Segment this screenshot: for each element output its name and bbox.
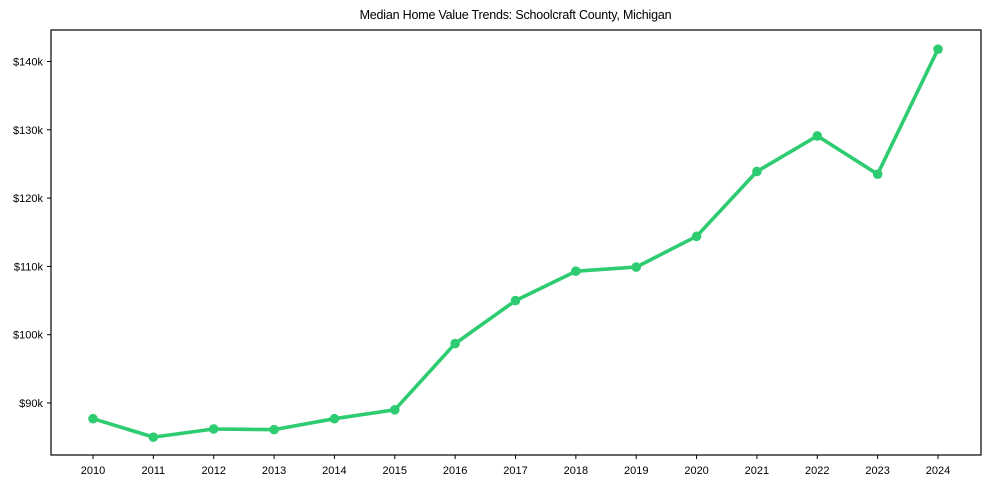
data-point-marker	[88, 413, 98, 424]
data-point-marker	[752, 166, 762, 177]
y-tick-label: $90k	[19, 398, 43, 410]
data-point-marker	[812, 131, 823, 141]
data-point-marker	[933, 44, 943, 55]
x-tick-label: 2020	[684, 465, 708, 477]
data-point-marker	[691, 231, 702, 242]
x-tick-label: 2017	[503, 465, 527, 477]
x-tick-label: 2010	[81, 465, 105, 477]
data-point-marker	[631, 262, 642, 272]
data-point-marker	[269, 424, 279, 435]
data-point-marker	[450, 338, 460, 349]
x-tick-label: 2015	[383, 465, 407, 477]
y-tick-label: $140k	[13, 57, 43, 69]
x-tick-label: 2019	[624, 465, 648, 477]
x-axis: 2010 2011 2012 2013 2014 2015 2016 2017 2018 2019…	[81, 455, 950, 477]
series-line	[91, 47, 940, 439]
data-point-marker	[571, 266, 581, 276]
x-tick-label: 2018	[564, 465, 588, 477]
y-tick-label: $100k	[13, 330, 43, 342]
x-tick-label: 2014	[322, 465, 346, 477]
y-tick-label: $110k	[14, 261, 44, 273]
chart-title: Median Home Value Trends: Schoolcraft Co…	[359, 8, 672, 22]
x-tick-label: 2011	[142, 465, 166, 477]
data-series-line	[88, 44, 943, 442]
x-tick-label: 2012	[201, 465, 225, 477]
plot-border	[50, 29, 982, 456]
x-tick-label: 2013	[262, 465, 286, 477]
y-axis: $90k $100k $110k $120k $130k $140k	[13, 57, 51, 410]
y-tick-label: $130k	[13, 125, 43, 137]
x-tick-label: 2023	[865, 465, 889, 477]
data-point-marker	[208, 424, 219, 434]
y-tick-label: $120k	[13, 193, 43, 205]
data-point-marker	[329, 413, 340, 424]
x-tick-label: 2016	[443, 465, 467, 477]
data-point-marker	[510, 295, 521, 306]
x-tick-label: 2024	[926, 465, 950, 477]
data-point-marker	[148, 432, 159, 442]
data-point-marker	[872, 169, 883, 179]
data-point-marker	[389, 405, 400, 415]
x-tick-label: 2021	[745, 465, 769, 477]
plot-area-frame	[50, 29, 982, 456]
x-tick-label: 2022	[805, 465, 829, 477]
